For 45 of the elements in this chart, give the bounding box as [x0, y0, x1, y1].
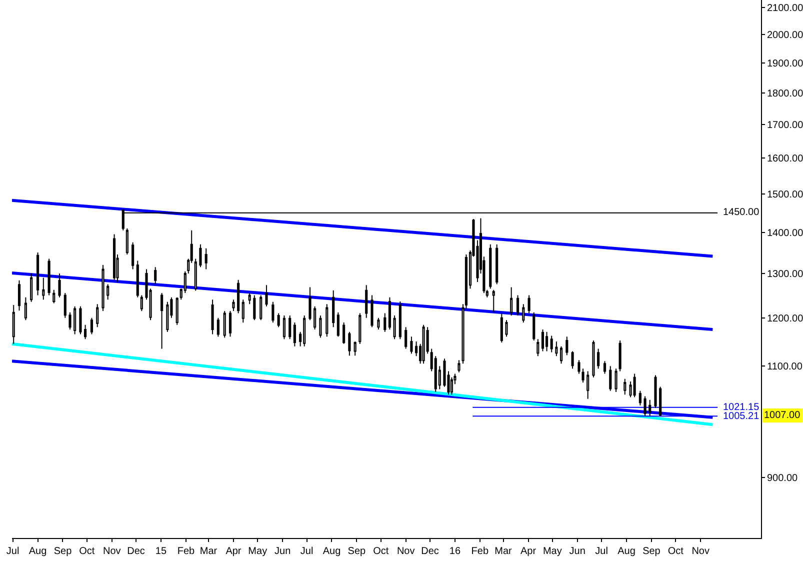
y-tick-label: 2000.00	[767, 30, 803, 41]
x-tick-label: Mar	[200, 546, 218, 557]
text: 1007.00	[764, 410, 801, 421]
x-tick-label: Jul	[6, 546, 20, 557]
x-tick-label: Aug	[322, 546, 341, 557]
x-tick-label: Dec	[127, 546, 145, 557]
x-tick-label: Mar	[494, 546, 513, 557]
series-label: 1005.21	[723, 411, 760, 422]
x-tick-label: Jul	[595, 546, 608, 557]
x-tick-label: Jul	[300, 546, 314, 557]
y-tick-label: 900.00	[767, 472, 798, 484]
y-tick-label: 1500.00	[767, 190, 803, 201]
x-tick-label: Oct	[373, 546, 389, 557]
y-tick-label: 1800.00	[767, 88, 803, 100]
y-tick-label: 2100.00	[767, 2, 803, 14]
y-tick-label: 1700.00	[767, 120, 803, 132]
y-tick-label: 1400.00	[767, 228, 803, 239]
x-tick-label: Nov	[396, 546, 415, 557]
x-tick-label: Aug	[28, 546, 47, 557]
x-tick-label: Feb	[471, 546, 489, 557]
x-tick-label: May	[248, 546, 268, 557]
y-tick-label: 1900.00	[767, 58, 803, 70]
y-tick-label: 1600.00	[767, 154, 803, 165]
x-tick-label: Jun	[274, 546, 291, 557]
x-tick-label: Nov	[692, 546, 710, 557]
x-tick-label: Oct	[79, 546, 95, 557]
x-tick-label: Feb	[177, 546, 196, 557]
x-tick-label: Oct	[668, 546, 684, 557]
x-tick-label: 16	[449, 546, 461, 557]
x-tick-label: Sep	[54, 546, 72, 557]
y-tick-label: 1300.00	[767, 268, 803, 280]
x-tick-label: Dec	[421, 546, 439, 557]
x-tick-label: Apr	[226, 546, 242, 557]
x-tick-label: Sep	[642, 546, 661, 557]
x-tick-label: Aug	[618, 546, 636, 557]
series-label: 1450.00	[723, 207, 760, 218]
series-label: 1021.15	[723, 402, 760, 413]
x-tick-label: Nov	[102, 546, 121, 557]
x-tick-label: Apr	[520, 546, 537, 557]
x-tick-label: May	[542, 546, 562, 557]
y-tick-label: 1200.00	[767, 313, 803, 324]
x-tick-label: 15	[155, 546, 167, 557]
y-tick-label: 1100.00	[767, 362, 803, 373]
x-tick-label: Sep	[348, 546, 366, 557]
x-tick-label: Jun	[569, 546, 586, 557]
